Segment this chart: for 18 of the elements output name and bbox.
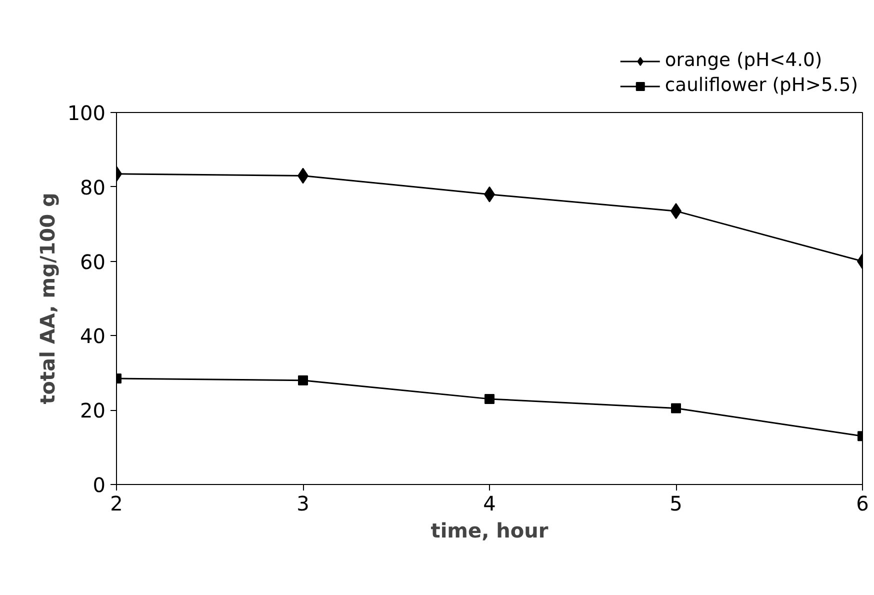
y-tick-label: 40 <box>80 324 106 348</box>
y-axis-title: total AA, mg/100 g <box>35 192 60 404</box>
x-axis-title: time, hour <box>430 518 548 542</box>
legend-label: orange (pH<4.0) <box>664 50 822 71</box>
point <box>298 375 308 386</box>
y-tick-label: 80 <box>80 175 106 200</box>
y-tick-label: 60 <box>80 250 106 274</box>
x-tick-label: 6 <box>856 492 869 516</box>
x-tick-label: 2 <box>110 492 123 516</box>
x-tick-label: 3 <box>296 492 310 516</box>
y-tick-label: 100 <box>67 101 106 125</box>
legend-label: cauliflower (pH>5.5) <box>664 75 858 96</box>
y-tick-label: 20 <box>80 398 106 423</box>
point <box>671 403 681 414</box>
x-tick-label: 4 <box>483 492 496 516</box>
x-tick-label: 5 <box>670 492 682 516</box>
y-tick-label: 0 <box>92 473 106 497</box>
point <box>484 394 494 404</box>
